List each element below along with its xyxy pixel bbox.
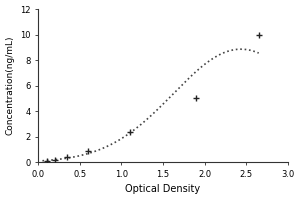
Y-axis label: Concentration(ng/mL): Concentration(ng/mL) <box>6 36 15 135</box>
X-axis label: Optical Density: Optical Density <box>125 184 201 194</box>
